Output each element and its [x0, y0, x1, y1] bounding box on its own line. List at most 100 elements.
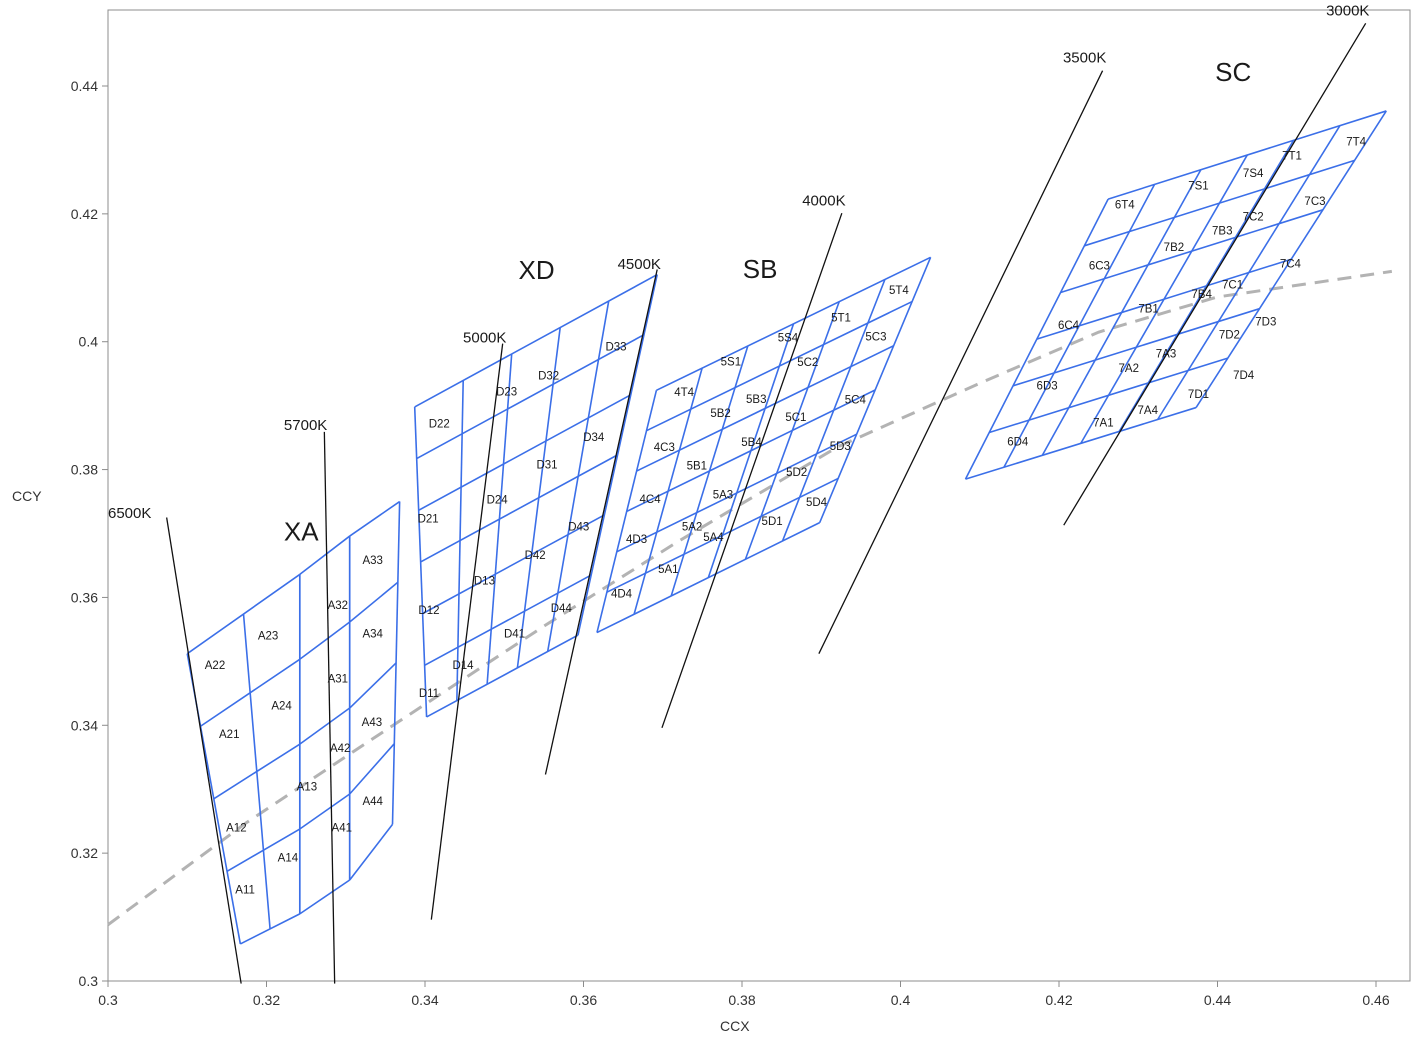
x-tick-label: 0.3 — [98, 992, 118, 1008]
y-tick-label: 0.32 — [71, 845, 98, 861]
xa-mid-grid-line — [299, 793, 351, 830]
sb-grid-line — [656, 256, 931, 392]
sc-grid-line — [965, 406, 1197, 480]
bin-cell-label: D41 — [504, 629, 525, 641]
bin-cell-label: 7C2 — [1243, 211, 1264, 223]
bin-cell-label: 5A1 — [658, 564, 678, 576]
bin-cell-label: A21 — [219, 729, 239, 741]
bin-cell-label: A41 — [332, 822, 352, 834]
bin-cell-label: 7T4 — [1346, 136, 1366, 148]
bin-cell-label: D14 — [452, 660, 474, 672]
bin-cell-label: A23 — [258, 631, 278, 643]
bin-cell-label: D13 — [474, 576, 495, 588]
xa-left-grid-line — [213, 743, 301, 800]
bin-cell-label: A42 — [330, 743, 350, 755]
bin-cell-label: 5T4 — [889, 285, 909, 297]
xa-left-grid-line — [186, 573, 301, 655]
xa-right-grid-line — [349, 581, 399, 623]
bin-cell-label: A14 — [278, 852, 299, 864]
bin-cell-label: 5D4 — [806, 497, 828, 509]
bin-cell-label: 7B1 — [1138, 303, 1158, 315]
bin-cell-label: 7D2 — [1219, 330, 1240, 342]
cct-line — [661, 213, 843, 729]
bin-cell-label: 5C2 — [797, 357, 818, 369]
bin-cell-label: 7S4 — [1243, 168, 1264, 180]
sc-grid-line — [1012, 307, 1260, 387]
bin-cell-label: 4C3 — [654, 442, 675, 454]
x-tick-label: 0.34 — [411, 992, 438, 1008]
bin-cell-label: 5A4 — [703, 532, 724, 544]
x-tick-label: 0.32 — [253, 992, 280, 1008]
xd-grid-line — [414, 273, 658, 408]
xa-right-grid-line — [349, 500, 401, 537]
bin-cell-label: D23 — [496, 386, 517, 398]
bin-cell-label: 7A3 — [1156, 349, 1176, 361]
bin-cell-label: D32 — [538, 370, 559, 382]
bin-cell-label: 6C3 — [1089, 260, 1110, 272]
bin-cell-label: A11 — [235, 884, 255, 896]
x-tick-label: 0.36 — [570, 992, 597, 1008]
bin-cell-label: 5A2 — [682, 521, 702, 533]
bin-cell-label: 7C3 — [1304, 196, 1325, 208]
x-axis-title: CCX — [720, 1018, 750, 1034]
bin-cell-label: 4T4 — [674, 387, 694, 399]
bin-cell-label: A43 — [362, 717, 382, 729]
cct-label: 6500K — [108, 505, 151, 522]
xa-right-grid-line — [349, 823, 394, 881]
cct-label: 4500K — [618, 256, 661, 273]
xd-grid-line — [416, 333, 645, 460]
bin-cell-label: 7A1 — [1093, 418, 1113, 430]
bin-cell-label: D34 — [583, 432, 605, 444]
y-tick-label: 0.44 — [71, 78, 98, 94]
bin-cell-label: D22 — [429, 418, 450, 430]
xa-mid-grid-line — [299, 621, 351, 660]
cct-label: 5700K — [284, 417, 327, 434]
bin-cell-label: 6C4 — [1058, 320, 1080, 332]
sb-grid-line — [626, 389, 876, 513]
cct-line — [166, 517, 242, 984]
bin-cell-label: D42 — [525, 550, 546, 562]
y-tick-label: 0.3 — [79, 973, 99, 989]
x-tick-label: 0.4 — [891, 992, 911, 1008]
y-tick-label: 0.34 — [71, 717, 98, 733]
bin-cell-label: 5D2 — [786, 467, 807, 479]
bin-cell-label: 7C4 — [1280, 259, 1302, 271]
sc-grid-line — [1107, 110, 1387, 200]
region-label: SC — [1215, 57, 1251, 87]
region-label: SB — [743, 254, 778, 284]
xa-mid-grid-line — [299, 879, 351, 915]
bin-cell-label: 7B2 — [1164, 242, 1184, 254]
bin-cell-label: D31 — [536, 459, 557, 471]
cct-line — [323, 431, 336, 984]
bin-cell-label: 7T1 — [1282, 151, 1302, 163]
sc-grid-line — [1036, 258, 1292, 340]
bin-cell-label: 5T1 — [831, 312, 851, 324]
x-tick-label: 0.46 — [1362, 992, 1389, 1008]
sb-grid-line — [596, 521, 821, 634]
xd-grid-line — [418, 394, 632, 511]
bin-cell-label: A32 — [328, 600, 348, 612]
bin-cell-label: 7S1 — [1188, 181, 1208, 193]
cct-line — [544, 269, 658, 775]
bin-cell-label: A33 — [362, 555, 382, 567]
bin-cell-label: 7A4 — [1138, 405, 1159, 417]
xa-left-grid-line — [239, 913, 301, 945]
sc-grid-line — [1060, 209, 1324, 294]
bin-cell-label: 5D1 — [762, 516, 783, 528]
xd-grid-line — [424, 574, 592, 667]
bin-cell-label: A13 — [297, 781, 317, 793]
xa-mid-grid-line — [299, 535, 351, 576]
bin-cell-label: 5B4 — [741, 437, 762, 449]
bin-cell-label: A31 — [328, 673, 348, 685]
bin-cell-label: 7B4 — [1191, 289, 1212, 301]
x-tick-label: 0.44 — [1204, 992, 1231, 1008]
bin-cell-label: 4C4 — [640, 494, 662, 506]
region-label: XD — [519, 255, 555, 285]
cct-label: 3500K — [1063, 49, 1106, 66]
xd-grid-line — [422, 514, 605, 615]
y-tick-label: 0.38 — [71, 462, 98, 478]
bin-cell-label: 7B3 — [1212, 225, 1232, 237]
xa-left-grid-line — [226, 828, 301, 873]
bin-cell-label: 7D1 — [1188, 389, 1209, 401]
bin-cell-label: D21 — [418, 514, 439, 526]
